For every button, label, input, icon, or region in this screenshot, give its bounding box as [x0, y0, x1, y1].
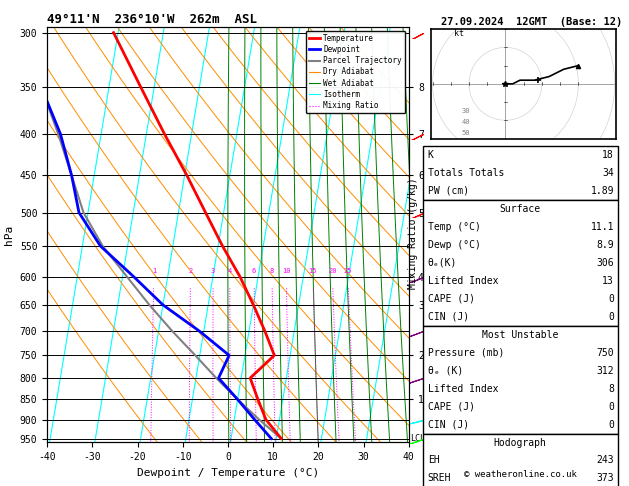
Text: Totals Totals: Totals Totals: [428, 168, 504, 178]
Text: 11.1: 11.1: [591, 222, 614, 232]
Text: Surface: Surface: [499, 204, 541, 214]
Text: Lifted Index: Lifted Index: [428, 383, 498, 394]
Text: 0: 0: [608, 401, 614, 412]
Text: 1: 1: [152, 268, 156, 274]
Text: 8: 8: [608, 383, 614, 394]
Text: Dewp (°C): Dewp (°C): [428, 240, 481, 250]
Text: 30: 30: [462, 108, 470, 114]
Text: K: K: [428, 150, 433, 160]
Text: 0: 0: [608, 294, 614, 304]
Text: CAPE (J): CAPE (J): [428, 401, 475, 412]
Text: 4: 4: [228, 268, 232, 274]
Text: 8.9: 8.9: [596, 240, 614, 250]
Text: PW (cm): PW (cm): [428, 186, 469, 196]
Text: 0: 0: [608, 419, 614, 430]
Text: 1.89: 1.89: [591, 186, 614, 196]
Text: 34: 34: [602, 168, 614, 178]
Text: θₑ(K): θₑ(K): [428, 258, 457, 268]
Text: 13: 13: [602, 276, 614, 286]
Text: Pressure (mb): Pressure (mb): [428, 347, 504, 358]
Text: 373: 373: [596, 473, 614, 484]
Text: 750: 750: [596, 347, 614, 358]
Text: 312: 312: [596, 365, 614, 376]
Text: LCL: LCL: [410, 434, 425, 443]
Text: Temp (°C): Temp (°C): [428, 222, 481, 232]
Text: EH: EH: [428, 455, 440, 466]
Text: Lifted Index: Lifted Index: [428, 276, 498, 286]
Text: 18: 18: [602, 150, 614, 160]
Text: 2: 2: [189, 268, 192, 274]
Text: 27.09.2024  12GMT  (Base: 12): 27.09.2024 12GMT (Base: 12): [441, 17, 622, 27]
Text: 10: 10: [282, 268, 291, 274]
Text: 243: 243: [596, 455, 614, 466]
Text: 50: 50: [462, 130, 470, 136]
Y-axis label: km
ASL: km ASL: [426, 226, 448, 243]
Y-axis label: hPa: hPa: [4, 225, 14, 244]
Text: 6: 6: [252, 268, 256, 274]
Text: CIN (J): CIN (J): [428, 419, 469, 430]
Text: 8: 8: [270, 268, 274, 274]
Text: 3: 3: [211, 268, 215, 274]
Text: 306: 306: [596, 258, 614, 268]
Text: SREH: SREH: [428, 473, 451, 484]
Text: CIN (J): CIN (J): [428, 312, 469, 322]
Text: Mixing Ratio (g/kg): Mixing Ratio (g/kg): [408, 177, 418, 289]
X-axis label: Dewpoint / Temperature (°C): Dewpoint / Temperature (°C): [137, 468, 319, 478]
Text: 40: 40: [462, 119, 470, 125]
Text: Hodograph: Hodograph: [494, 437, 547, 448]
Text: 15: 15: [308, 268, 317, 274]
Text: kt: kt: [454, 30, 464, 38]
Text: 49°11'N  236°10'W  262m  ASL: 49°11'N 236°10'W 262m ASL: [47, 13, 257, 26]
Text: 0: 0: [608, 312, 614, 322]
Text: Most Unstable: Most Unstable: [482, 330, 559, 340]
Text: CAPE (J): CAPE (J): [428, 294, 475, 304]
Text: θₑ (K): θₑ (K): [428, 365, 463, 376]
Text: 25: 25: [343, 268, 352, 274]
Text: © weatheronline.co.uk: © weatheronline.co.uk: [464, 469, 577, 479]
Text: 20: 20: [328, 268, 337, 274]
Legend: Temperature, Dewpoint, Parcel Trajectory, Dry Adiabat, Wet Adiabat, Isotherm, Mi: Temperature, Dewpoint, Parcel Trajectory…: [306, 31, 405, 113]
